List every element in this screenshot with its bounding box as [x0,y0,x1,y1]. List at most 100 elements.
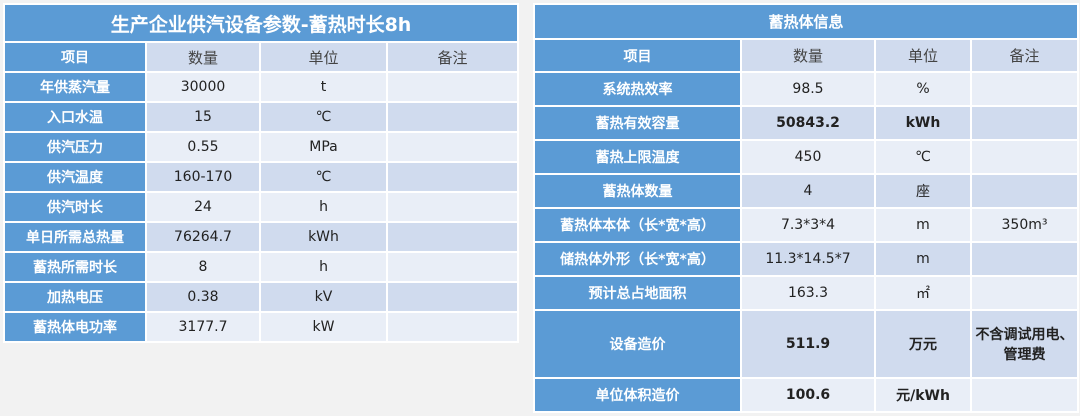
cell-qty: 0.38 [145,281,261,313]
header-note: 备注 [969,38,1080,73]
cell-unit: ℃ [259,101,388,133]
table-row: 系统热效率 98.5% [533,71,1080,107]
cell-item: 蓄热体数量 [533,173,742,209]
cell-note [385,131,520,163]
cell-item: 蓄热体电功率 [3,311,147,343]
cell-note [969,139,1080,175]
table-row: 预计总占地面积 163.3 ㎡ [533,275,1080,311]
heat-storage-table: 蓄热体信息 项目 数量 单位 备注 系统热效率 98.5% 蓄热有效容量 50843.2 kW… [532,3,1080,413]
cell-note [969,71,1080,107]
cell-qty: 100.6 [740,377,876,413]
cell-item: 预计总占地面积 [533,275,742,311]
cell-unit: kW [259,311,388,343]
header-qty: 数量 [740,38,876,73]
cell-note [969,105,1080,141]
cell-note [969,377,1080,413]
cell-note [385,311,520,343]
table-row: 蓄热体本体（长*宽*高） 7.3*3*4 m 350m³ [533,207,1080,243]
cell-qty: 4 [740,173,876,209]
cell-note [385,281,520,313]
cell-unit: m [874,207,972,243]
table-row: 供汽时长 24 h [3,191,520,223]
cell-unit: ℃ [259,161,388,193]
cell-unit: h [259,251,388,283]
cell-item: 设备造价 [533,309,742,379]
cell-unit: % [874,71,972,107]
cell-item: 供汽时长 [3,191,147,223]
cell-item: 蓄热体本体（长*宽*高） [533,207,742,243]
cell-item: 入口水温 [3,101,147,133]
cell-qty: 160-170 [145,161,261,193]
table-row: 供汽温度 160-170 ℃ [3,161,520,193]
cell-item: 加热电压 [3,281,147,313]
steam-equipment-table: 生产企业供汽设备参数-蓄热时长8h 项目 数量 单位 备注 年供蒸汽量 30000 t 入口… [2,3,520,343]
cell-qty: 50843.2 [740,105,876,141]
cell-note [385,101,520,133]
table-row: 单日所需总热量 76264.7 kWh [3,221,520,253]
cell-unit: ℃ [874,139,972,175]
table-row: 供汽压力 0.55 MPa [3,131,520,163]
cell-qty: 11.3*14.5*7 [740,241,876,277]
cell-note [969,241,1080,277]
cell-note [385,251,520,283]
cell-qty: 30000 [145,71,261,103]
cell-note [969,275,1080,311]
table-row: 入口水温 15 ℃ [3,101,520,133]
cell-qty: 76264.7 [145,221,261,253]
cell-unit: 元/kWh [874,377,972,413]
header-unit: 单位 [259,41,388,73]
cell-unit: h [259,191,388,223]
cell-qty: 511.9 [740,309,876,379]
table-title: 生产企业供汽设备参数-蓄热时长8h [2,3,520,43]
cell-note [385,71,520,103]
table-row: 蓄热有效容量 50843.2 kWh [533,105,1080,141]
cell-item: 储热体外形（长*宽*高） [533,241,742,277]
cell-note: 不含调试用电、管理费 [969,309,1080,379]
cell-note [969,173,1080,209]
cell-item: 单日所需总热量 [3,221,147,253]
table-row: 加热电压 0.38 kV [3,281,520,313]
cell-note: 350m³ [969,207,1080,243]
cell-item: 蓄热有效容量 [533,105,742,141]
cell-item: 单位体积造价 [533,377,742,413]
table-row: 蓄热所需时长 8 h [3,251,520,283]
header-item: 项目 [533,38,742,73]
cell-qty: 7.3*3*4 [740,207,876,243]
table-row: 设备造价 511.9 万元 不含调试用电、管理费 [533,309,1080,379]
cell-item: 供汽温度 [3,161,147,193]
cell-unit: MPa [259,131,388,163]
table-row: 单位体积造价 100.6 元/kWh [533,377,1080,413]
table-row: 蓄热体数量 4 座 [533,173,1080,209]
cell-qty: 163.3 [740,275,876,311]
table-title: 蓄热体信息 [532,3,1080,40]
cell-qty: 450 [740,139,876,175]
cell-qty: 3177.7 [145,311,261,343]
table-row: 储热体外形（长*宽*高） 11.3*14.5*7 m [533,241,1080,277]
cell-unit: ㎡ [874,275,972,311]
cell-item: 年供蒸汽量 [3,71,147,103]
cell-note [385,221,520,253]
header-qty: 数量 [145,41,261,73]
cell-item: 蓄热上限温度 [533,139,742,175]
cell-note [385,191,520,223]
cell-item: 供汽压力 [3,131,147,163]
table-row: 蓄热上限温度 450 ℃ [533,139,1080,175]
cell-qty: 15 [145,101,261,133]
cell-unit: kWh [259,221,388,253]
header-item: 项目 [3,41,147,73]
cell-unit: kWh [874,105,972,141]
cell-unit: t [259,71,388,103]
table-row: 蓄热体电功率 3177.7 kW [3,311,520,343]
table-row: 年供蒸汽量 30000 t [3,71,520,103]
cell-qty: 8 [145,251,261,283]
cell-note [385,161,520,193]
cell-qty: 98.5 [740,71,876,107]
header-unit: 单位 [874,38,972,73]
cell-unit: kV [259,281,388,313]
cell-unit: 万元 [874,309,972,379]
header-note: 备注 [385,41,520,73]
cell-item: 蓄热所需时长 [3,251,147,283]
cell-qty: 0.55 [145,131,261,163]
cell-unit: m [874,241,972,277]
cell-unit: 座 [874,173,972,209]
